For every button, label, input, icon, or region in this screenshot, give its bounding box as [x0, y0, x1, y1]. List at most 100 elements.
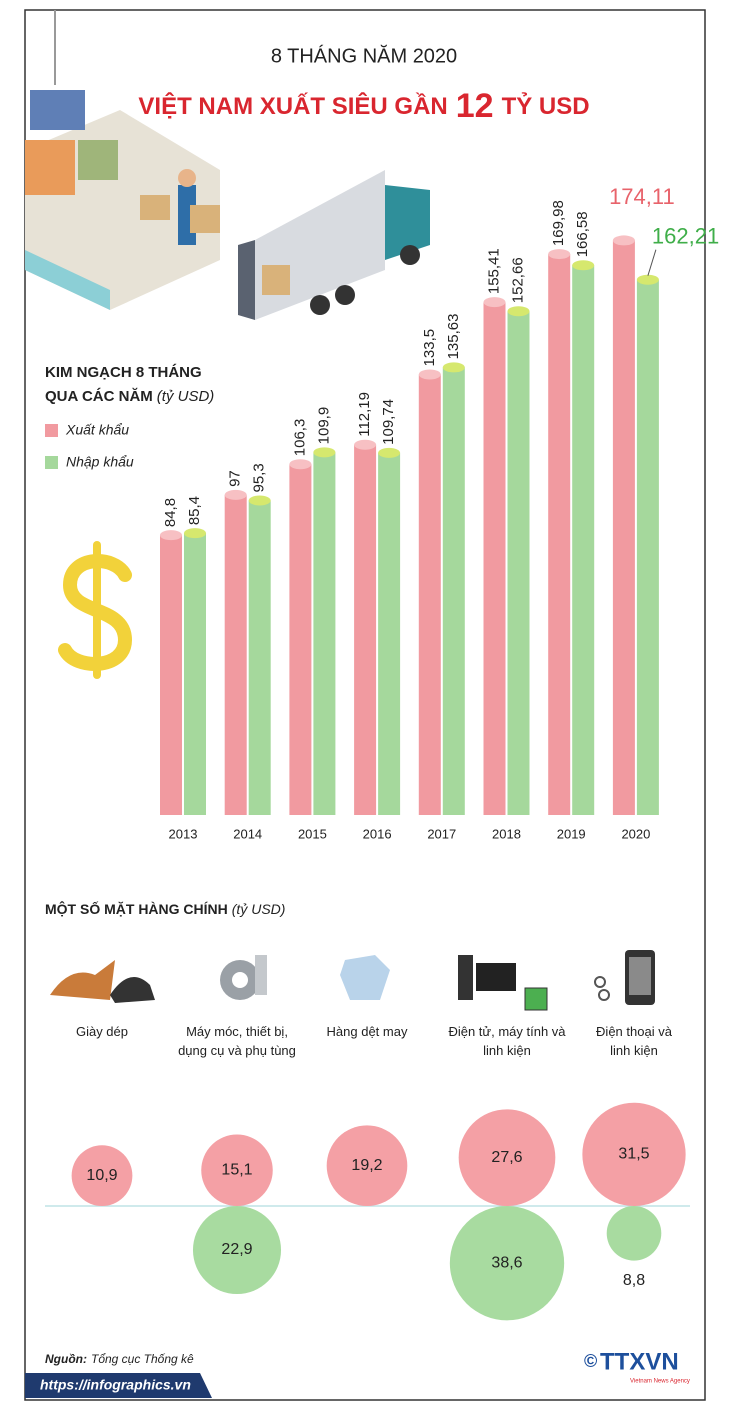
- port-illustration: [25, 10, 220, 310]
- infographic: 8 THÁNG NĂM 2020 VIỆT NAM XUẤT SIÊU GẦN 1…: [0, 0, 744, 1408]
- bar-cap: [225, 490, 247, 500]
- value-label: 8,8: [623, 1272, 645, 1289]
- bar: [354, 445, 376, 815]
- bar-cap: [572, 260, 594, 270]
- bar: [289, 464, 311, 815]
- bar-chart-title: KIM NGẠCH 8 THÁNG: [45, 364, 202, 381]
- bar: [637, 280, 659, 815]
- value-label: 106,3: [291, 419, 308, 457]
- bar-cap: [160, 530, 182, 540]
- headline-pre: VIỆT NAM XUẤT SIÊU GẦN: [138, 92, 447, 120]
- value-label: 155,41: [485, 248, 502, 294]
- bar: [484, 302, 506, 815]
- subtitle: QUA CÁC NĂM: [45, 388, 153, 405]
- bar-cap: [419, 369, 441, 379]
- value-label: 84,8: [162, 498, 179, 527]
- value-label: 174,11: [609, 184, 675, 209]
- bar-cap: [184, 528, 206, 538]
- copyright: ©: [584, 1351, 597, 1371]
- logo-sub: Vietnam News Agency: [630, 1379, 690, 1385]
- category-label: Điện tử, máy tính và linh kiện: [442, 1022, 572, 1060]
- bubble: [607, 1206, 662, 1261]
- value-label: 10,9: [86, 1167, 117, 1184]
- source-text: Tổng cục Thống kê: [91, 1352, 194, 1366]
- bar: [548, 254, 570, 815]
- legend-label: Xuất khẩu: [65, 422, 129, 438]
- headline-number: 12: [456, 87, 494, 125]
- x-tick-label: 2013: [169, 826, 198, 841]
- bar-cap: [354, 440, 376, 450]
- bar: [184, 533, 206, 815]
- value-label: 162,21: [652, 224, 719, 249]
- legend-label: Nhập khẩu: [66, 454, 134, 470]
- x-tick-label: 2020: [621, 826, 650, 841]
- x-tick-label: 2014: [233, 826, 262, 841]
- bubble-chart-title: MỘT SỐ MẶT HÀNG CHÍNH(tỷ USD): [45, 900, 285, 917]
- value-label: 27,6: [491, 1149, 522, 1166]
- category-label: Máy móc, thiết bị, dụng cụ và phụ tùng: [172, 1022, 302, 1060]
- value-label: 97: [227, 470, 244, 487]
- value-label: 31,5: [618, 1146, 649, 1163]
- value-label: 152,66: [509, 257, 526, 303]
- value-label: 38,6: [491, 1254, 522, 1271]
- leader-line: [648, 250, 656, 276]
- category-label: Điện thoại và linh kiện: [594, 1022, 674, 1060]
- value-label: 109,9: [315, 407, 332, 445]
- value-label: 133,5: [421, 329, 438, 367]
- url[interactable]: https://infographics.vn: [40, 1377, 191, 1393]
- logo: TTXVN: [600, 1348, 679, 1375]
- value-label: 85,4: [186, 496, 203, 525]
- bar-cap: [637, 275, 659, 285]
- category-label: Hàng dệt may: [305, 1022, 430, 1041]
- page: 8 THÁNG NĂM 2020 VIỆT NAM XUẤT SIÊU GẦN 1…: [0, 0, 744, 1408]
- value-label: 166,58: [574, 211, 591, 257]
- title: MỘT SỐ MẶT HÀNG CHÍNH: [45, 900, 228, 917]
- value-label: 169,98: [550, 200, 567, 246]
- legend-swatch: [45, 424, 58, 437]
- dollar-icon: [65, 545, 125, 675]
- headline-post: TỶ USD: [502, 91, 590, 120]
- bar-chart-subtitle: QUA CÁC NĂM(tỷ USD): [45, 388, 214, 405]
- bar-cap: [289, 459, 311, 469]
- value-label: 112,19: [356, 392, 373, 437]
- bar: [443, 367, 465, 815]
- bar-cap: [443, 362, 465, 372]
- bar-cap: [508, 306, 530, 316]
- source: Nguồn: Tổng cục Thống kê: [45, 1352, 194, 1366]
- headline: VIỆT NAM XUẤT SIÊU GẦN 12 TỶ USD: [138, 87, 589, 125]
- bar: [508, 311, 530, 815]
- bar: [249, 501, 271, 815]
- category-label: Giày dép: [40, 1022, 165, 1041]
- value-label: 15,1: [221, 1161, 252, 1178]
- bar: [613, 240, 635, 815]
- bar: [225, 495, 247, 815]
- bar: [378, 453, 400, 815]
- x-tick-label: 2016: [363, 826, 392, 841]
- title-line1: 8 THÁNG NĂM 2020: [271, 44, 457, 67]
- bar-cap: [313, 447, 335, 457]
- bar-cap: [548, 249, 570, 259]
- value-label: 135,63: [445, 314, 462, 360]
- unit: (tỷ USD): [232, 901, 286, 917]
- x-tick-label: 2019: [557, 826, 586, 841]
- x-tick-label: 2018: [492, 826, 521, 841]
- unit: (tỷ USD): [157, 388, 215, 405]
- value-label: 109,74: [380, 399, 397, 445]
- value-label: 95,3: [251, 463, 268, 492]
- value-label: 19,2: [351, 1157, 382, 1174]
- bar: [313, 452, 335, 815]
- value-label: 22,9: [221, 1241, 252, 1258]
- truck-illustration: [238, 170, 430, 320]
- bar-cap: [249, 496, 271, 506]
- bar-cap: [484, 297, 506, 307]
- bar: [572, 265, 594, 815]
- x-tick-label: 2017: [427, 826, 456, 841]
- bar-cap: [378, 448, 400, 458]
- product-icons: [50, 950, 655, 1010]
- x-tick-label: 2015: [298, 826, 327, 841]
- source-label: Nguồn:: [45, 1352, 87, 1366]
- bar: [160, 535, 182, 815]
- legend-swatch: [45, 456, 58, 469]
- bar-cap: [613, 235, 635, 245]
- bar: [419, 374, 441, 815]
